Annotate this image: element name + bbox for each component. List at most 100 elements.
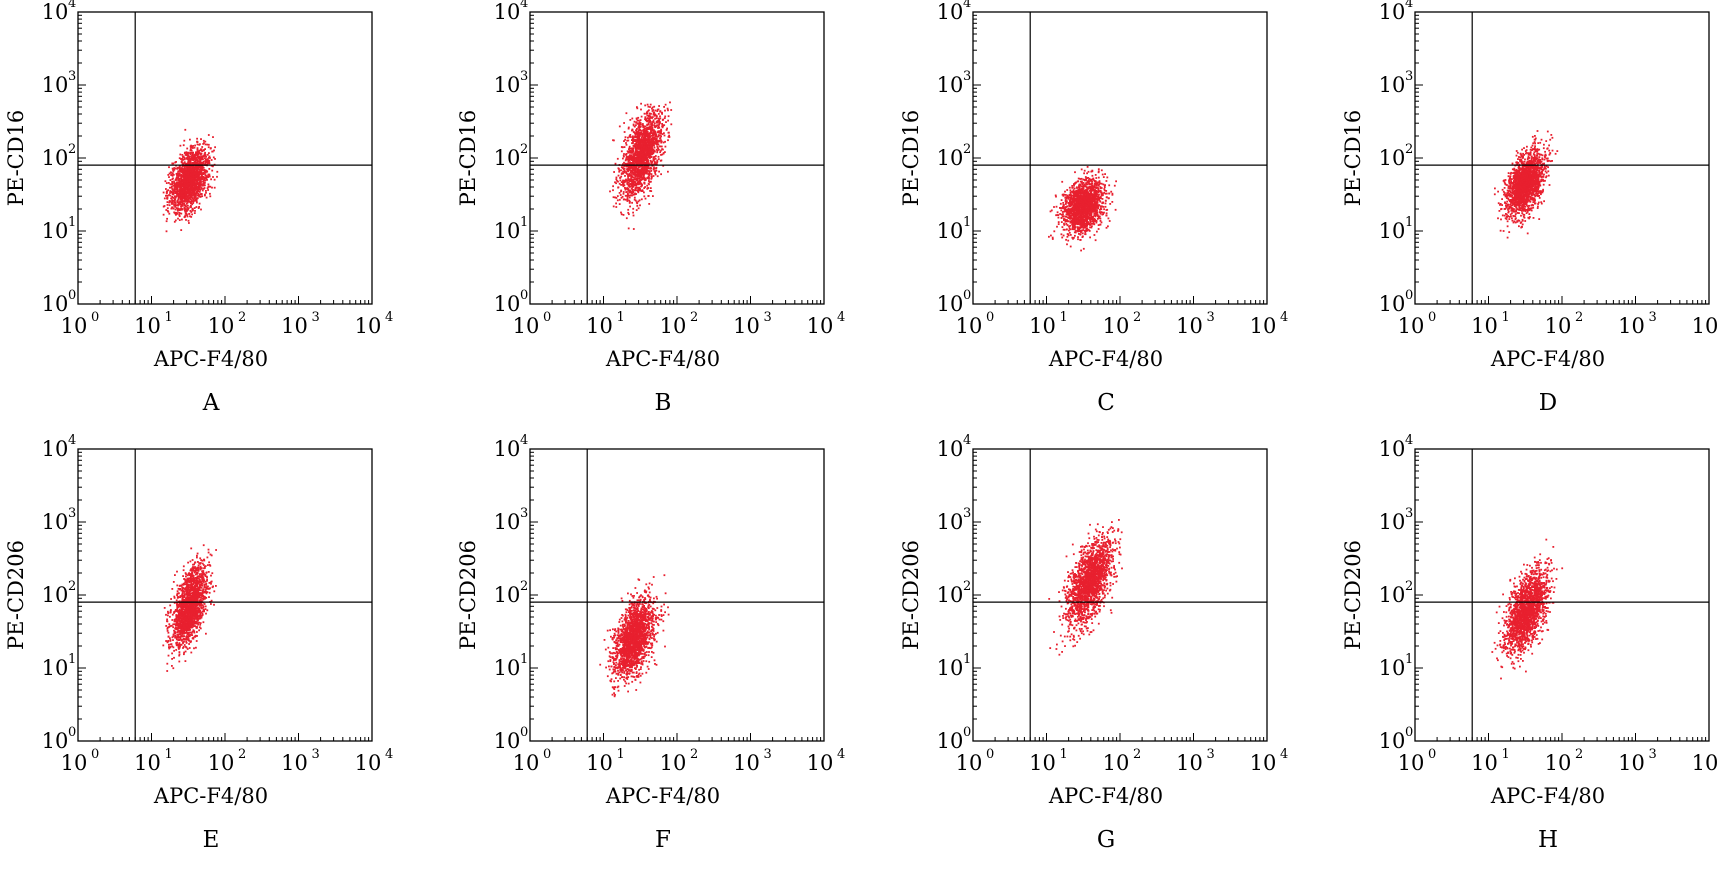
data-point [1104,173,1106,175]
data-point [1071,212,1073,215]
data-point [180,191,183,194]
data-point [188,180,190,183]
data-point [1064,203,1067,205]
data-point [644,139,647,142]
data-point [640,148,643,151]
data-point [184,167,187,170]
data-point [650,134,653,137]
data-point [197,168,200,170]
data-point [663,134,666,137]
data-point [179,153,182,156]
data-point [166,196,169,199]
data-point [174,198,177,201]
data-point [645,130,647,133]
data-point [633,120,636,123]
data-point [643,172,646,175]
data-point [173,211,176,214]
data-point [670,109,673,111]
data-point [174,208,177,211]
data-point [651,129,654,132]
data-point [645,171,648,174]
data-point [190,156,193,159]
data-point [628,186,631,188]
data-point [178,196,181,199]
data-point [650,170,653,172]
data-point [652,157,655,160]
data-point [191,152,194,155]
data-point [195,197,198,200]
data-point [200,138,202,140]
data-point [641,161,644,164]
data-point [633,144,636,147]
data-point [194,161,197,163]
data-point [623,171,626,174]
data-point [648,121,651,123]
data-point [634,192,636,195]
data-point [642,126,645,128]
data-point [638,145,641,148]
data-point [196,137,198,140]
data-point [659,159,662,162]
data-point [180,229,183,231]
data-point [182,204,184,207]
x-axis-label: APC-F4/80 [153,347,268,371]
data-point [634,147,637,150]
data-point [632,183,634,186]
data-point [637,116,640,119]
data-point [646,117,649,119]
data-point [643,112,646,115]
data-point [1097,204,1099,206]
data-point [637,167,639,170]
data-point [618,125,621,128]
data-point [653,146,656,149]
data-point [647,173,650,175]
data-point [1096,230,1098,233]
data-point [197,152,200,155]
data-point [620,189,623,192]
data-point [186,201,189,204]
data-point [1079,227,1082,229]
data-point [636,151,638,154]
data-point [1069,205,1071,208]
data-point [186,151,189,154]
data-point [634,132,636,134]
data-point [194,184,197,186]
data-point [196,187,199,190]
data-point [195,190,198,193]
data-point [646,103,649,106]
data-point [631,186,634,188]
data-point [639,188,641,191]
data-point [180,190,182,192]
data-point [628,189,630,192]
data-point [196,148,199,151]
data-point [650,177,653,180]
data-point [630,171,633,173]
data-point [186,153,189,156]
data-point [183,207,186,210]
data-point [174,167,177,170]
data-point [1076,180,1079,183]
data-point [194,210,196,212]
data-point [176,188,179,191]
data-point [639,122,642,124]
data-point [665,121,667,123]
panel-A: 10 0 10 1 10 2 10 3 10 410 010 110 210 310 4APC-F4/80P… [4,0,393,416]
data-point [627,177,629,179]
data-point [663,132,665,135]
data-point [201,156,204,159]
data-point [644,116,647,119]
data-point [1101,173,1104,176]
data-point [1069,234,1072,236]
data-point [185,195,188,198]
data-point [612,205,615,208]
data-point [192,162,195,164]
data-point [212,156,215,159]
data-point [200,172,203,175]
data-point [633,159,636,162]
data-point [175,212,178,214]
data-point [177,217,179,220]
data-point [650,125,653,128]
data-point [650,137,653,140]
data-point [1075,198,1078,200]
data-point [1060,221,1063,223]
